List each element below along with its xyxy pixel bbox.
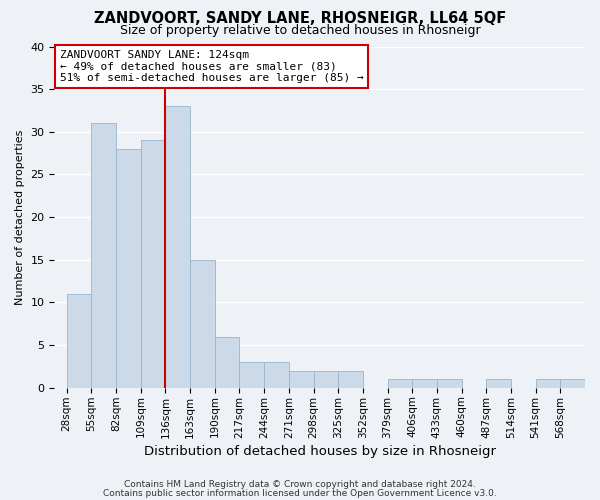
Y-axis label: Number of detached properties: Number of detached properties <box>15 130 25 305</box>
Bar <box>486 380 511 388</box>
Text: Size of property relative to detached houses in Rhosneigr: Size of property relative to detached ho… <box>119 24 481 37</box>
Bar <box>239 362 264 388</box>
Bar <box>91 124 116 388</box>
Bar <box>289 370 314 388</box>
Bar <box>314 370 338 388</box>
X-axis label: Distribution of detached houses by size in Rhosneigr: Distribution of detached houses by size … <box>144 444 496 458</box>
Bar <box>166 106 190 388</box>
Text: ZANDVOORT, SANDY LANE, RHOSNEIGR, LL64 5QF: ZANDVOORT, SANDY LANE, RHOSNEIGR, LL64 5… <box>94 11 506 26</box>
Text: ZANDVOORT SANDY LANE: 124sqm
← 49% of detached houses are smaller (83)
51% of se: ZANDVOORT SANDY LANE: 124sqm ← 49% of de… <box>60 50 364 83</box>
Bar <box>338 370 363 388</box>
Bar <box>536 380 560 388</box>
Bar <box>67 294 91 388</box>
Bar <box>116 149 141 388</box>
Bar <box>141 140 166 388</box>
Bar <box>215 336 239 388</box>
Bar <box>412 380 437 388</box>
Bar <box>388 380 412 388</box>
Bar <box>560 380 585 388</box>
Bar <box>190 260 215 388</box>
Bar <box>264 362 289 388</box>
Text: Contains public sector information licensed under the Open Government Licence v3: Contains public sector information licen… <box>103 488 497 498</box>
Text: Contains HM Land Registry data © Crown copyright and database right 2024.: Contains HM Land Registry data © Crown c… <box>124 480 476 489</box>
Bar <box>437 380 461 388</box>
